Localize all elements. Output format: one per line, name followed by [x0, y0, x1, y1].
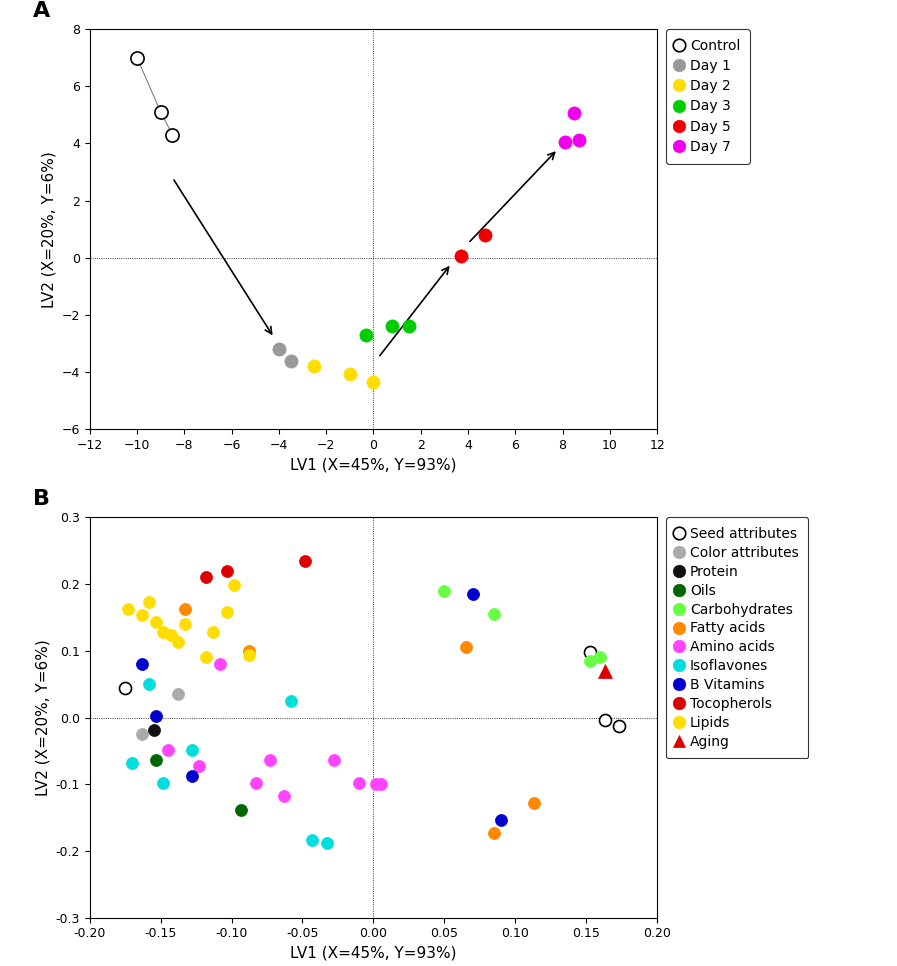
Point — [597, 712, 612, 727]
Point — [135, 657, 150, 672]
Point — [156, 624, 170, 639]
Point — [437, 583, 451, 599]
Point — [583, 644, 597, 660]
Point — [241, 648, 256, 664]
Point — [185, 769, 199, 784]
Point — [156, 775, 170, 790]
Point — [402, 319, 416, 334]
Point — [369, 777, 383, 792]
Point — [248, 775, 263, 790]
Point — [277, 788, 292, 804]
Point — [567, 105, 581, 121]
Point — [170, 687, 185, 702]
Point — [343, 366, 357, 382]
Y-axis label: LV2 (X=20%, Y=6%): LV2 (X=20%, Y=6%) — [35, 639, 50, 796]
Point — [149, 708, 163, 724]
Point — [125, 755, 139, 771]
Point — [178, 601, 192, 616]
Point — [458, 639, 473, 655]
Point — [163, 628, 178, 643]
Point — [466, 586, 480, 602]
Point — [283, 353, 298, 368]
Point — [149, 752, 163, 767]
Point — [142, 676, 156, 692]
Point — [178, 616, 192, 632]
Point — [583, 653, 597, 668]
Point — [612, 718, 626, 733]
Point — [307, 358, 321, 374]
Point — [298, 553, 312, 568]
Point — [170, 635, 185, 650]
Point — [593, 650, 607, 666]
Point — [272, 342, 286, 357]
Point — [477, 227, 492, 242]
Y-axis label: LV2 (X=20%, Y=6%): LV2 (X=20%, Y=6%) — [41, 151, 56, 307]
Point — [118, 680, 133, 696]
Legend: Seed attributes, Color attributes, Protein, Oils, Carbohydrates, Fatty acids, Am: Seed attributes, Color attributes, Prote… — [666, 518, 808, 758]
Point — [234, 802, 248, 817]
Point — [199, 650, 213, 666]
Point — [284, 694, 299, 709]
Point — [241, 643, 256, 659]
Point — [220, 563, 234, 579]
Point — [199, 570, 213, 585]
Point — [366, 375, 380, 390]
Point — [572, 132, 587, 148]
X-axis label: LV1 (X=45%, Y=93%): LV1 (X=45%, Y=93%) — [290, 946, 457, 961]
Legend: Control, Day 1, Day 2, Day 3, Day 5, Day 7: Control, Day 1, Day 2, Day 3, Day 5, Day… — [666, 29, 750, 163]
Point — [319, 836, 334, 851]
Point — [352, 775, 366, 790]
Point — [165, 128, 179, 143]
Point — [359, 327, 373, 343]
Point — [527, 795, 541, 810]
Point — [213, 657, 227, 672]
Point — [185, 742, 199, 757]
Point — [206, 624, 221, 639]
Point — [487, 825, 501, 840]
Point — [220, 605, 234, 620]
Point — [146, 722, 161, 737]
Point — [305, 832, 319, 847]
Point — [149, 614, 163, 630]
Point — [142, 594, 156, 610]
Point — [263, 752, 277, 767]
Point — [227, 578, 241, 593]
Text: B: B — [33, 490, 50, 509]
Point — [130, 50, 144, 66]
Point — [135, 608, 150, 623]
Text: A: A — [32, 1, 50, 21]
Point — [373, 777, 388, 792]
Point — [327, 752, 341, 767]
Point — [153, 104, 168, 120]
Point — [135, 726, 150, 742]
Point — [597, 663, 612, 678]
Point — [487, 607, 501, 622]
Point — [121, 601, 135, 616]
Point — [454, 248, 468, 264]
Point — [192, 758, 206, 774]
Point — [558, 134, 572, 150]
Point — [385, 319, 399, 334]
Point — [494, 811, 509, 827]
Point — [161, 742, 175, 757]
X-axis label: LV1 (X=45%, Y=93%): LV1 (X=45%, Y=93%) — [290, 458, 457, 472]
